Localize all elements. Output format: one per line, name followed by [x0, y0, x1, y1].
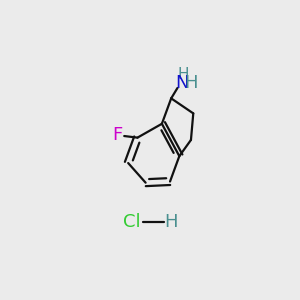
Text: H: H: [185, 74, 198, 92]
Text: N: N: [175, 74, 188, 92]
Text: H: H: [178, 67, 189, 82]
Text: H: H: [164, 213, 178, 231]
Text: F: F: [112, 126, 123, 144]
Text: Cl: Cl: [123, 213, 140, 231]
